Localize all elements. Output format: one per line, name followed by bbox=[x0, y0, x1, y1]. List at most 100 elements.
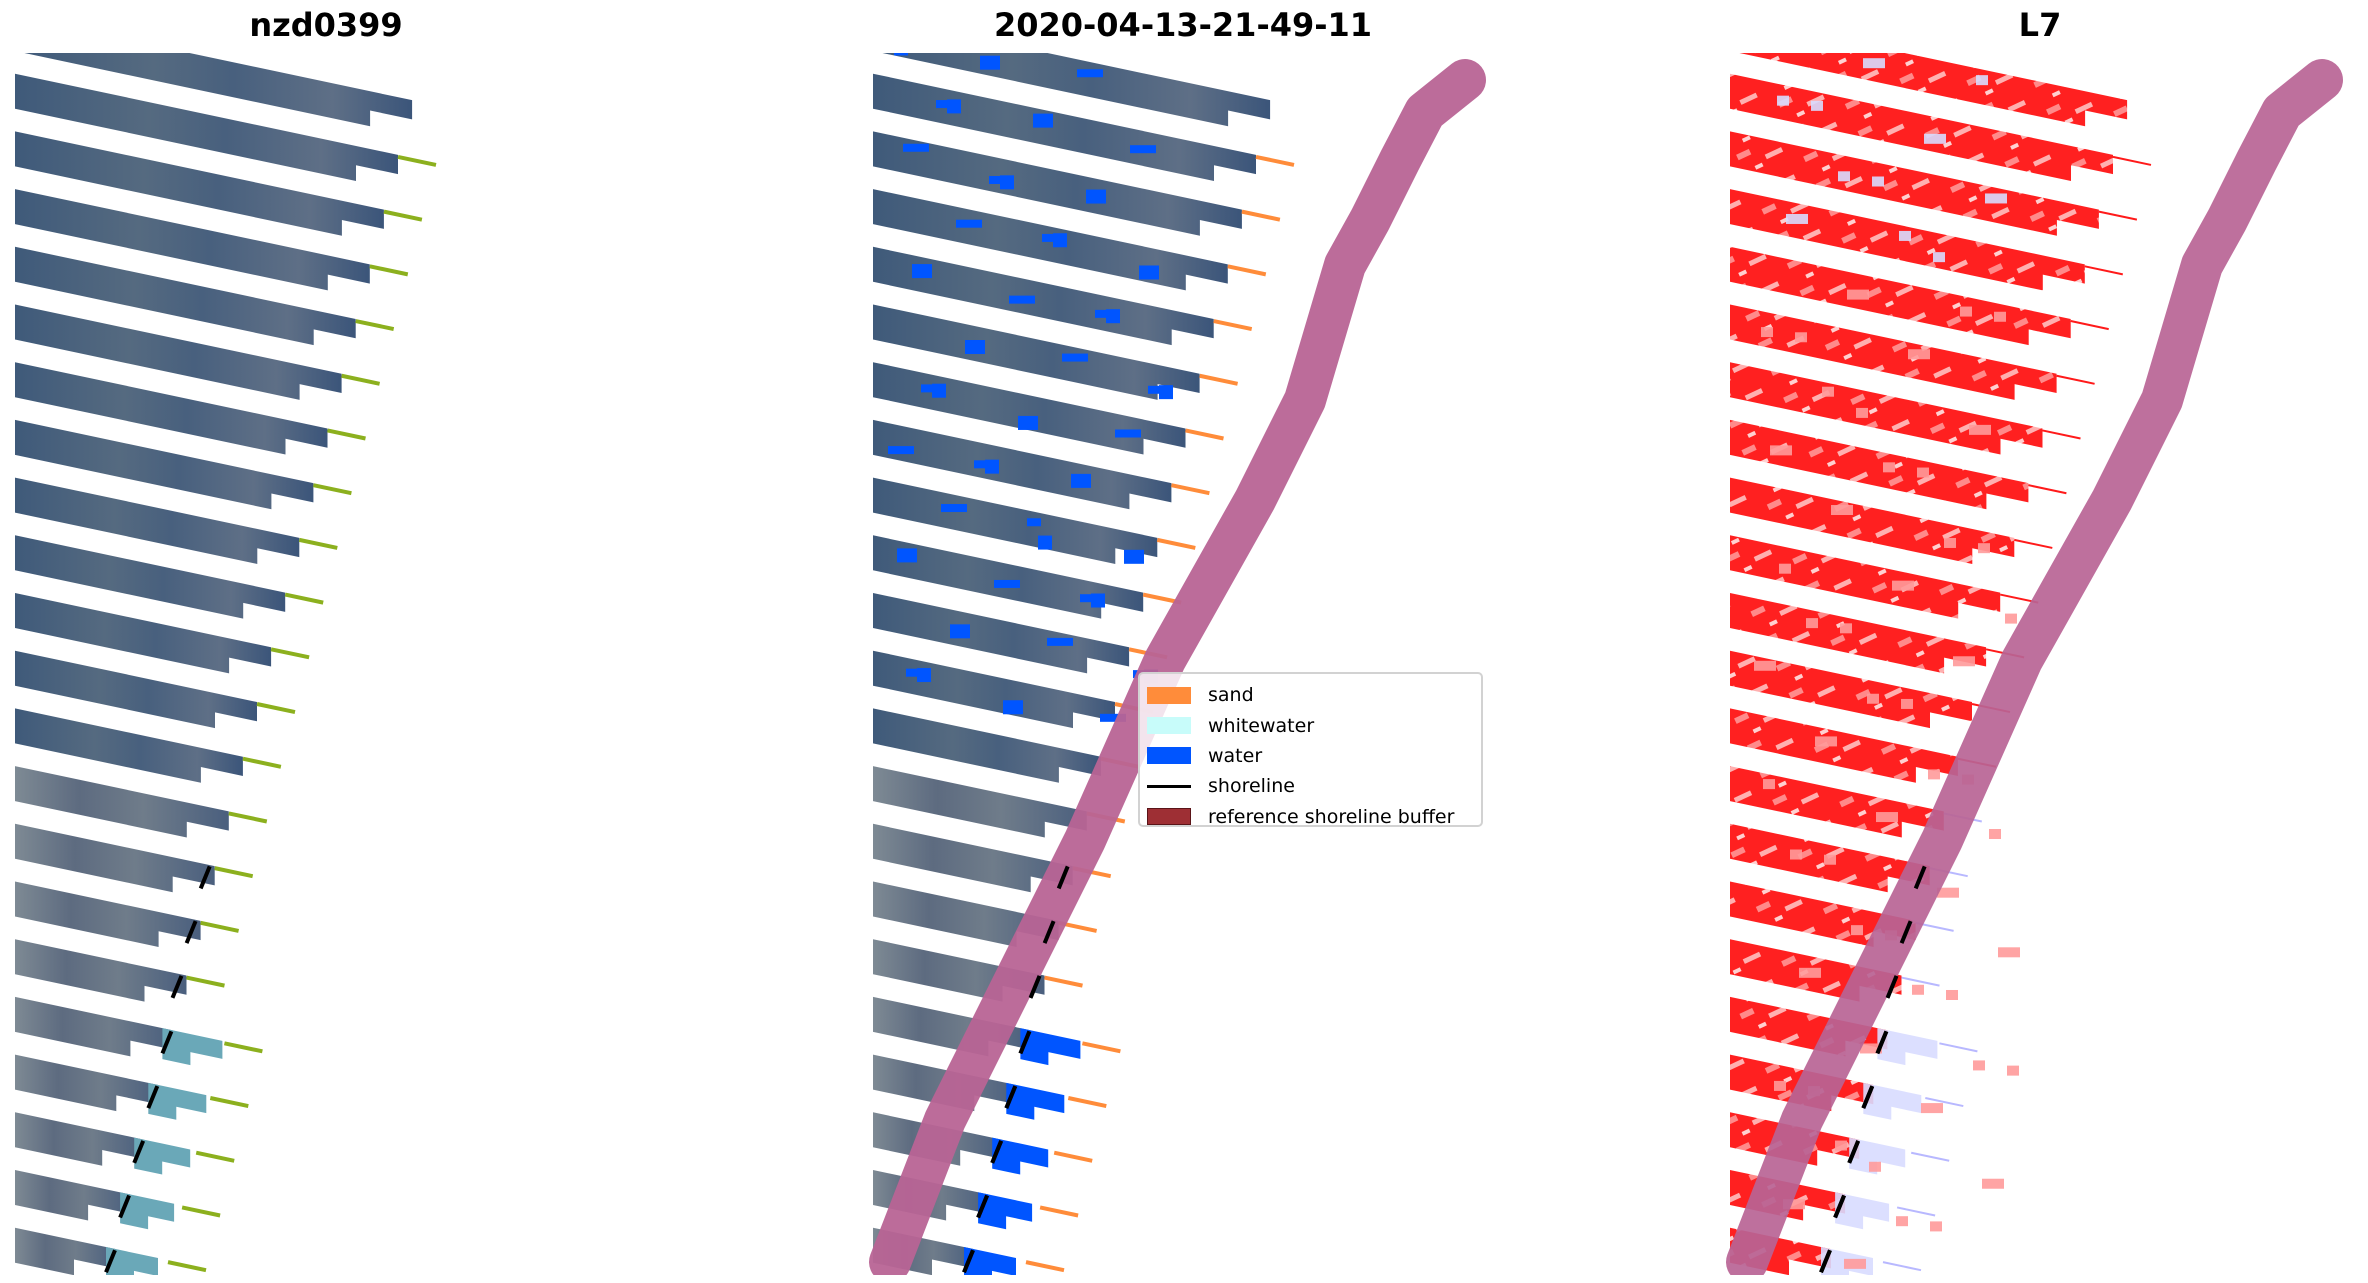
transect-tail bbox=[298, 537, 338, 550]
index-light-patch bbox=[1838, 171, 1850, 182]
transect-strip bbox=[15, 766, 268, 838]
legend-label: whitewater bbox=[1208, 714, 1315, 737]
water-pixel bbox=[1018, 415, 1038, 430]
index-light-patch bbox=[1761, 327, 1773, 338]
water-pixel bbox=[883, 24, 897, 32]
index-light-patch bbox=[1806, 618, 1818, 629]
panel-title-index: L7 bbox=[2018, 6, 2062, 44]
shoreline-segment bbox=[146, 1085, 160, 1109]
transect-strip bbox=[873, 304, 1239, 400]
transect-tail bbox=[369, 264, 409, 277]
transect-tail bbox=[186, 975, 225, 988]
shoreline-segment bbox=[198, 865, 212, 890]
strip-image bbox=[15, 535, 286, 619]
index-light-patch bbox=[1851, 925, 1863, 936]
index-light-patch bbox=[1844, 1258, 1866, 1269]
transect-tail bbox=[1910, 1151, 1950, 1162]
index-light-patch bbox=[1824, 854, 1836, 865]
shoreline-segment bbox=[1833, 1194, 1846, 1219]
strip-image bbox=[1730, 881, 1916, 947]
transect-strip bbox=[15, 593, 310, 674]
transect-tail bbox=[1081, 1041, 1121, 1054]
index-light-patch bbox=[1783, 1199, 1805, 1210]
index-light-patch bbox=[1973, 1060, 1985, 1071]
index-light-patch bbox=[1831, 505, 1853, 516]
water-patch bbox=[1020, 1028, 1081, 1066]
shoreline-segment bbox=[1042, 920, 1056, 944]
transect-strip bbox=[873, 73, 1295, 181]
transect-strip bbox=[873, 362, 1224, 455]
water-patch bbox=[1835, 1192, 1890, 1230]
strip-image bbox=[1730, 996, 1888, 1057]
reference-shoreline-buffer bbox=[1726, 59, 2343, 1275]
strip-image bbox=[15, 766, 229, 838]
shoreline-segment bbox=[1819, 1249, 1832, 1274]
strip-image bbox=[1730, 419, 2029, 510]
transect-tail bbox=[341, 373, 381, 386]
index-light-patch bbox=[1917, 467, 1929, 478]
index-light-patch bbox=[1994, 311, 2006, 322]
water-pixel bbox=[1100, 713, 1126, 722]
water-patch bbox=[1006, 1082, 1065, 1120]
index-light-patch bbox=[1896, 1216, 1908, 1227]
index-light-patch bbox=[1815, 736, 1837, 747]
water-pixel bbox=[903, 143, 929, 152]
transect-tail bbox=[1925, 1097, 1964, 1108]
transect-tail bbox=[1156, 537, 1196, 550]
water-pixel bbox=[1053, 233, 1067, 248]
transect-strip bbox=[1739, 53, 2128, 127]
water-pixel bbox=[1033, 113, 1053, 128]
transect-tail bbox=[1044, 975, 1083, 988]
index-light-patch bbox=[1872, 176, 1884, 187]
water-pixel bbox=[1009, 295, 1035, 304]
strip-image bbox=[15, 650, 257, 729]
strip-image bbox=[15, 708, 243, 783]
water-pixel bbox=[897, 548, 917, 563]
transect-tail bbox=[1227, 264, 1267, 277]
water-patch bbox=[1863, 1082, 1922, 1120]
legend-item-sand: sand bbox=[1147, 680, 1481, 710]
legend-swatch-water bbox=[1147, 747, 1191, 765]
strip-image bbox=[1730, 477, 2015, 564]
transect-tail bbox=[383, 209, 423, 222]
strip-image bbox=[15, 996, 173, 1057]
water-pixel bbox=[1027, 518, 1041, 527]
index-light-patch bbox=[1860, 1043, 1882, 1054]
index-light-patch bbox=[1840, 623, 1852, 634]
strip-image bbox=[15, 419, 314, 510]
transect-strip bbox=[873, 131, 1281, 236]
index-light-patch bbox=[1763, 779, 1775, 790]
transect-tail bbox=[2098, 210, 2138, 221]
legend: sand whitewater water shoreline referenc… bbox=[1138, 672, 1483, 828]
index-light-patch bbox=[1969, 424, 1991, 435]
transect-tail bbox=[242, 756, 282, 769]
shoreline-segment bbox=[962, 1249, 975, 1274]
shoreline-segment bbox=[1847, 1140, 1861, 1164]
transect-tail bbox=[223, 1041, 263, 1054]
water-pixel bbox=[1159, 385, 1173, 400]
index-light-patch bbox=[1998, 947, 2020, 958]
transect-tail bbox=[327, 428, 366, 441]
strip-image bbox=[1730, 246, 2071, 346]
index-light-patch bbox=[1847, 289, 1869, 300]
transect-tail bbox=[1025, 1260, 1065, 1273]
transect-tail bbox=[2070, 320, 2109, 331]
strip-image bbox=[1730, 593, 1987, 674]
transect-tail bbox=[200, 920, 240, 933]
water-pixel bbox=[1000, 175, 1014, 190]
transect-tail bbox=[1882, 1261, 1922, 1272]
transect-strip bbox=[15, 823, 254, 893]
shoreline-segment bbox=[1861, 1085, 1875, 1109]
shoreline-segment bbox=[104, 1249, 117, 1274]
transect-strip bbox=[1730, 419, 2067, 510]
transect-strip bbox=[15, 477, 338, 564]
index-light-patch bbox=[1867, 693, 1879, 704]
transect-tail bbox=[2084, 265, 2124, 276]
index-light-patch bbox=[1944, 537, 1956, 548]
legend-label: sand bbox=[1208, 684, 1254, 707]
water-pixel bbox=[1038, 535, 1052, 550]
strip-image bbox=[15, 1112, 145, 1166]
transect-strip bbox=[1730, 362, 2081, 455]
index-light-patch bbox=[1928, 769, 1940, 780]
transect-tail bbox=[1213, 319, 1253, 332]
